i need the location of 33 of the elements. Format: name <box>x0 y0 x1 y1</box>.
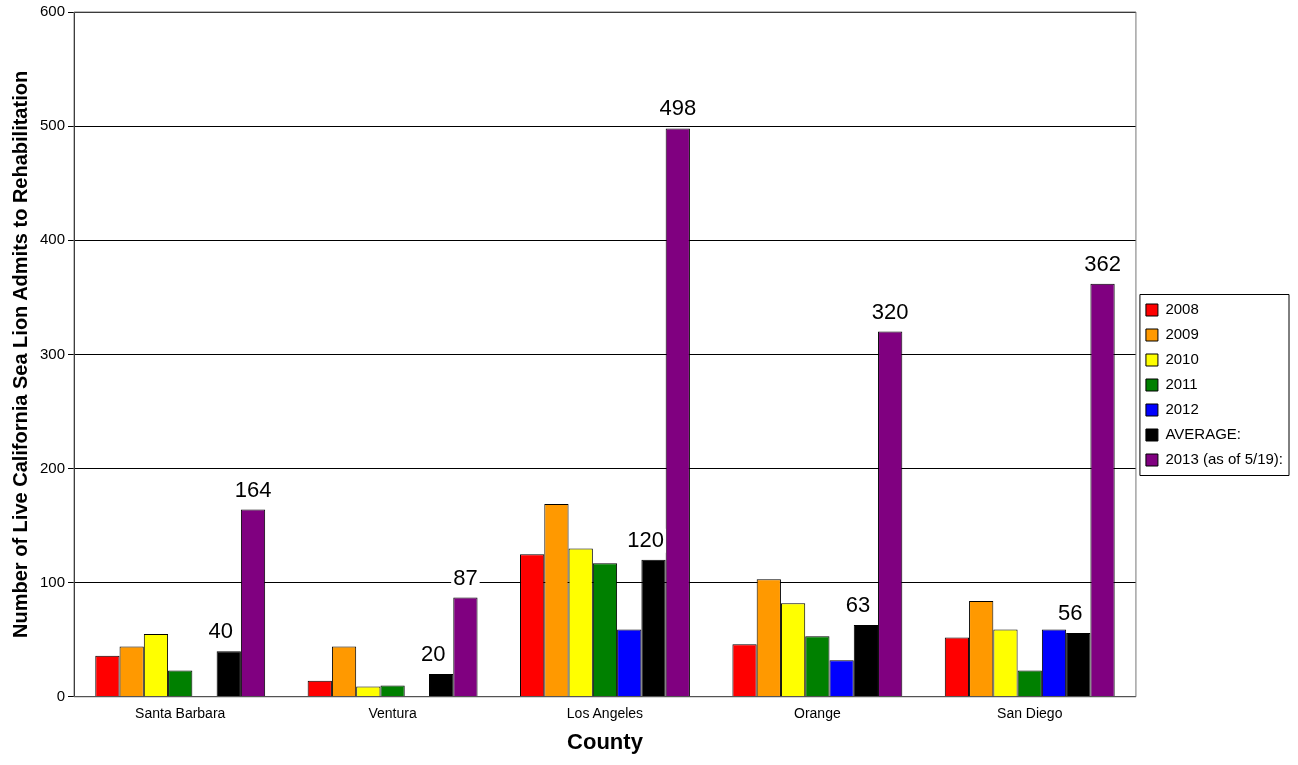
legend-label: 2012 <box>1165 400 1199 418</box>
x-axis-title: County <box>567 728 644 754</box>
legend-label: AVERAGE: <box>1165 425 1242 443</box>
data-label: 362 <box>1084 250 1121 276</box>
x-tick-label: Orange <box>794 705 841 722</box>
y-axis-title: Number of Live California Sea Lion Admits to Rehabilitation <box>8 70 31 638</box>
legend-label: 2011 <box>1165 375 1198 393</box>
y-tick-label: 400 <box>40 230 66 248</box>
bar <box>853 624 879 697</box>
y-tick-label: 100 <box>40 572 66 590</box>
y-tick-label: 300 <box>40 344 66 362</box>
data-label: 164 <box>234 476 272 502</box>
y-tick-label: 500 <box>40 116 66 134</box>
x-tick-label: Ventura <box>368 705 417 722</box>
data-label: 63 <box>845 591 871 617</box>
y-tick-label: 0 <box>56 686 66 704</box>
x-tick-label: Los Angeles <box>566 705 644 722</box>
legend-label: 2010 <box>1165 350 1199 368</box>
legend-label: 2013 (as of 5/19): <box>1165 450 1283 468</box>
data-label: 320 <box>871 298 909 324</box>
y-tick-label: 600 <box>40 2 66 20</box>
x-tick-label: Santa Barbara <box>135 705 226 722</box>
data-label: 40 <box>208 618 233 644</box>
bar <box>429 673 454 697</box>
data-label: 498 <box>659 95 697 121</box>
data-label: 120 <box>627 526 664 552</box>
data-label: 56 <box>1058 599 1083 625</box>
legend-label: 2009 <box>1165 325 1199 343</box>
data-label: 20 <box>420 641 446 667</box>
data-label: 87 <box>453 564 478 590</box>
y-tick-label: 200 <box>40 458 66 476</box>
legend-label: 2008 <box>1165 300 1199 318</box>
x-tick-label: San Diego <box>997 705 1063 722</box>
